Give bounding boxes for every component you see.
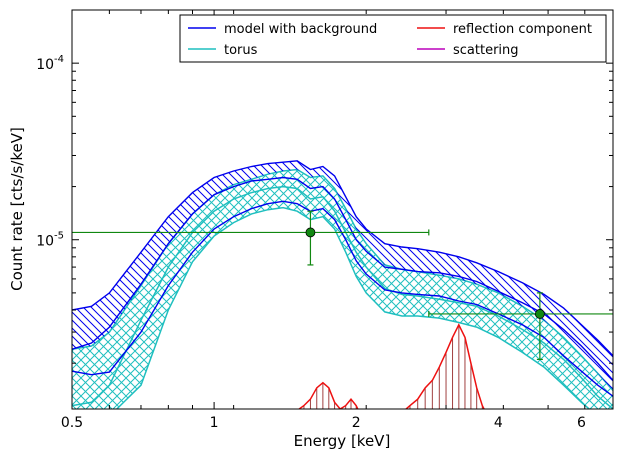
torus-lower-line	[115, 206, 591, 409]
y-tick-label: 10-5	[36, 231, 64, 250]
model-center-line	[72, 176, 613, 381]
legend-label-torus: torus	[224, 43, 258, 58]
x-tick-label: 0.5	[61, 415, 83, 431]
y-axis-label: Count rate [cts/s/keV]	[8, 127, 26, 291]
x-tick-label: 6	[577, 415, 586, 431]
legend-label-reflection: reflection component	[453, 22, 592, 37]
legend-box	[179, 14, 607, 63]
legend: model with background reflection compone…	[179, 14, 607, 63]
axis-ticks: 0.5 1 2 4 6 10-5 10-4	[36, 9, 613, 431]
data-marker	[534, 309, 545, 319]
model-upper-line	[72, 160, 613, 357]
model-lower-line	[72, 200, 613, 397]
y-tick-label: 10-4	[36, 54, 64, 73]
model-band	[72, 160, 613, 391]
axes-frame	[71, 9, 614, 410]
plot-area	[72, 160, 613, 409]
x-tick-label: 1	[210, 415, 219, 431]
data-point-1	[72, 210, 430, 266]
data-marker	[305, 227, 316, 238]
torus-band	[72, 169, 613, 409]
data-point-2	[428, 292, 613, 361]
x-axis-label: Energy [keV]	[294, 432, 391, 450]
legend-label-model: model with background	[224, 22, 377, 37]
x-tick-label: 4	[494, 415, 503, 431]
x-tick-label: 2	[352, 415, 361, 431]
reflection-line	[297, 323, 485, 409]
legend-label-scattering: scattering	[453, 43, 519, 58]
